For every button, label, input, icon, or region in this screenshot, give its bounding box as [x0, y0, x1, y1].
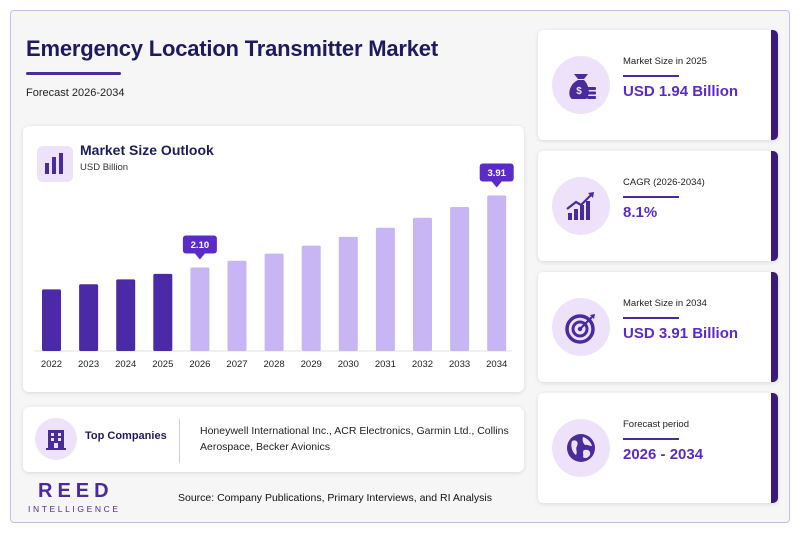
- stat-divider: [623, 75, 679, 77]
- stat-card-market-2034: Market Size in 2034 USD 3.91 Billion: [538, 272, 778, 382]
- logo-tagline: INTELLIGENCE: [28, 504, 121, 514]
- bar-2031: [375, 227, 395, 351]
- x-tick-label: 2029: [301, 359, 322, 370]
- x-tick-label: 2028: [264, 359, 285, 370]
- data-label-pointer: [194, 253, 205, 260]
- bar-chart: 2022 2023 2024 2025 2026 2.10 2027 2028 2029 2030…: [35, 163, 514, 370]
- bar-2030: [338, 236, 358, 351]
- x-tick-label: 2033: [449, 359, 470, 370]
- money-bag-icon: $: [552, 56, 610, 114]
- bar-2022: [42, 289, 61, 351]
- stat-label: CAGR (2026-2034): [623, 177, 705, 188]
- x-tick-label: 2022: [41, 359, 62, 370]
- bar-2034: [487, 195, 507, 351]
- data-label-text: 2.10: [191, 240, 210, 251]
- divider: [179, 419, 180, 463]
- stat-divider: [623, 196, 679, 198]
- data-label-box: [479, 163, 514, 182]
- chart-title: Market Size Outlook: [80, 142, 214, 158]
- bar-2027: [227, 260, 247, 351]
- stat-value: 8.1%: [623, 204, 658, 221]
- bar-2023: [79, 284, 99, 351]
- data-label-pointer: [491, 181, 502, 188]
- page-title: Emergency Location Transmitter Market: [26, 36, 438, 61]
- x-tick-label: 2030: [338, 359, 359, 370]
- bar-2025: [153, 273, 173, 351]
- target-icon: [552, 298, 610, 356]
- bar-2032: [413, 217, 432, 351]
- top-companies-label: Top Companies: [85, 430, 167, 442]
- bar-2029: [301, 245, 321, 351]
- page-subtitle: Forecast 2026-2034: [26, 87, 125, 99]
- stat-card-forecast-period: Forecast period 2026 - 2034: [538, 393, 778, 503]
- top-companies-list: Honeywell International Inc., ACR Electr…: [200, 425, 509, 453]
- data-label-text: 3.91: [487, 168, 506, 179]
- bar-2033: [450, 207, 470, 351]
- logo-wordmark: REED: [38, 480, 114, 502]
- bar-2024: [116, 279, 136, 351]
- x-tick-label: 2024: [115, 359, 136, 370]
- bar-2026: [190, 267, 210, 351]
- x-tick-label: 2025: [152, 359, 173, 370]
- x-tick-label: 2034: [486, 359, 507, 370]
- data-label-2034: 3.91: [479, 163, 514, 188]
- stat-card-market-2025: $ Market Size in 2025 USD 1.94 Billion: [538, 30, 778, 140]
- stat-label: Forecast period: [623, 419, 690, 430]
- title-underline: [26, 72, 121, 75]
- stat-label: Market Size in 2034: [623, 298, 707, 309]
- bar-chart-icon: [37, 146, 73, 182]
- stat-value: 2026 - 2034: [623, 446, 704, 463]
- bar-2028: [264, 253, 284, 351]
- svg-text:$: $: [576, 86, 582, 97]
- stat-label: Market Size in 2025: [623, 56, 707, 67]
- chart-unit: USD Billion: [80, 162, 129, 173]
- x-tick-label: 2023: [78, 359, 99, 370]
- stat-card-cagr: CAGR (2026-2034) 8.1%: [538, 151, 778, 261]
- globe-icon: [552, 419, 610, 477]
- stat-value: USD 3.91 Billion: [623, 325, 739, 342]
- stat-divider: [623, 317, 679, 319]
- chart-card: Market Size Outlook USD Billion 2022 2023…: [23, 126, 524, 392]
- stat-value: USD 1.94 Billion: [623, 83, 739, 100]
- growth-chart-icon: [552, 177, 610, 235]
- x-tick-label: 2032: [412, 359, 433, 370]
- x-tick-label: 2026: [189, 359, 210, 370]
- x-tick-label: 2027: [226, 359, 247, 370]
- data-label-box: [182, 235, 217, 254]
- building-icon: [35, 418, 77, 460]
- stat-divider: [623, 438, 679, 440]
- source-note: Source: Company Publications, Primary In…: [178, 492, 492, 504]
- data-label-2026: 2.10: [182, 235, 217, 260]
- x-tick-label: 2031: [375, 359, 396, 370]
- top-companies-card: Top Companies Honeywell International In…: [23, 407, 524, 472]
